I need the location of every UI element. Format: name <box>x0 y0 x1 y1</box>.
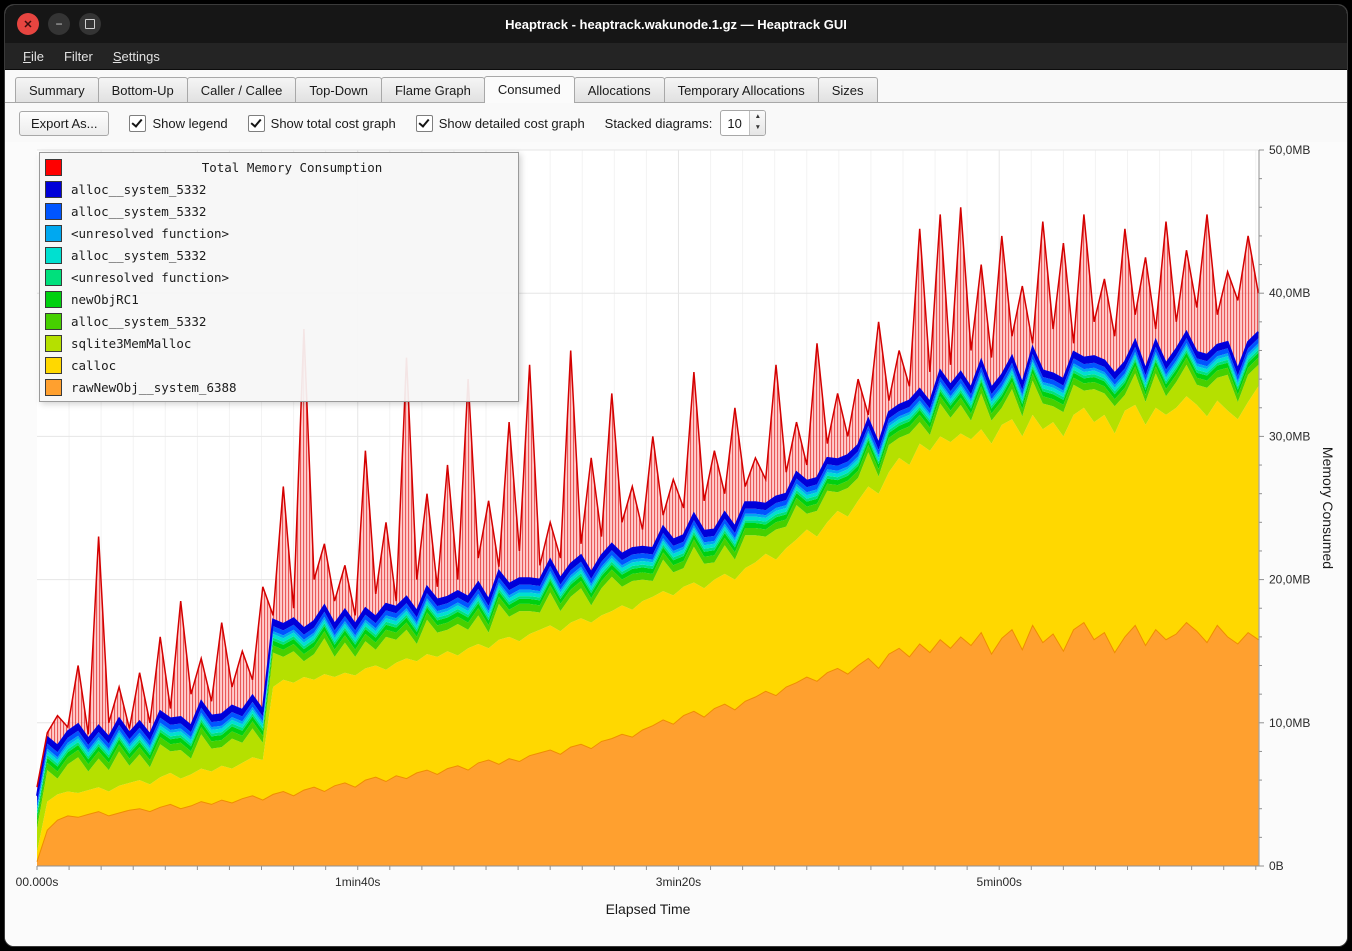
legend-item: alloc__system_5332 <box>45 244 513 266</box>
menu-filter[interactable]: Filter <box>63 48 93 64</box>
window-controls: ✕ − <box>17 5 101 43</box>
checkbox-group: Show legend Show total cost graph Show det… <box>129 114 585 132</box>
tab-temporary-allocations[interactable]: Temporary Allocations <box>663 77 819 102</box>
legend-item: <unresolved function> <box>45 266 513 288</box>
svg-text:3min20s: 3min20s <box>656 875 701 889</box>
tab-summary[interactable]: Summary <box>15 77 99 102</box>
checkbox-label: Show legend <box>152 115 228 131</box>
checkbox-label: Show total cost graph <box>270 115 396 131</box>
checkbox-show-legend[interactable]: Show legend <box>129 114 228 132</box>
svg-text:Memory Consumed: Memory Consumed <box>1320 447 1336 569</box>
spin-down-button[interactable]: ▼ <box>754 124 762 131</box>
tab-consumed[interactable]: Consumed <box>483 76 575 103</box>
legend-item: alloc__system_5332 <box>45 200 513 222</box>
legend-swatch <box>45 202 62 220</box>
legend-item: newObjRC1 <box>45 288 513 310</box>
legend-item: alloc__system_5332 <box>45 310 513 332</box>
legend-title: Total Memory Consumption <box>201 159 383 175</box>
toolbar: Export As... Show legend Show total cost … <box>5 103 1347 142</box>
minimize-button[interactable]: − <box>48 13 70 35</box>
memory-consumption-chart[interactable]: 00.000s 1min40s 3min20s 5min00s 0B 10,0MB 20,0… <box>9 142 1345 946</box>
checkbox-show-total-cost-graph[interactable]: Show total cost graph <box>247 114 396 132</box>
legend-label: alloc__system_5332 <box>71 203 207 219</box>
minimize-icon: − <box>55 17 63 31</box>
legend-swatch <box>45 334 62 352</box>
checkbox-show-detailed-cost-graph[interactable]: Show detailed cost graph <box>415 114 585 132</box>
legend-label: rawNewObj__system_6388 <box>71 379 237 395</box>
stacked-diagrams-group: Stacked diagrams: 10 ▲ ▼ <box>605 110 767 136</box>
legend-label: alloc__system_5332 <box>71 181 207 197</box>
titlebar[interactable]: ✕ − Heaptrack - heaptrack.wakunode.1.gz … <box>5 5 1347 43</box>
legend-label: sqlite3MemMalloc <box>71 335 192 351</box>
legend-swatch <box>45 224 62 242</box>
legend-label: alloc__system_5332 <box>71 313 207 329</box>
legend-header: Total Memory Consumption <box>45 156 513 178</box>
legend-swatch <box>45 246 62 264</box>
chart-area: 00.000s 1min40s 3min20s 5min00s 0B 10,0MB 20,0… <box>5 142 1347 946</box>
legend-item: calloc <box>45 354 513 376</box>
svg-text:0B: 0B <box>1269 859 1284 873</box>
legend-swatch <box>45 158 62 176</box>
legend-swatch <box>45 290 62 308</box>
svg-text:00.000s: 00.000s <box>16 875 59 889</box>
close-icon: ✕ <box>23 18 33 31</box>
legend-item: alloc__system_5332 <box>45 178 513 200</box>
maximize-button[interactable] <box>79 13 101 35</box>
legend-swatch <box>45 378 62 396</box>
legend-label: <unresolved function> <box>71 269 230 285</box>
svg-text:Elapsed Time: Elapsed Time <box>606 901 691 917</box>
legend-item: <unresolved function> <box>45 222 513 244</box>
svg-text:5min00s: 5min00s <box>977 875 1022 889</box>
svg-text:10,0MB: 10,0MB <box>1269 716 1310 730</box>
maximize-icon <box>85 19 95 29</box>
legend-label: alloc__system_5332 <box>71 247 207 263</box>
export-as-button[interactable]: Export As... <box>19 110 110 136</box>
legend-swatch <box>45 268 62 286</box>
legend-item: rawNewObj__system_6388 <box>45 376 513 398</box>
legend-item: sqlite3MemMalloc <box>45 332 513 354</box>
legend-swatch <box>45 312 62 330</box>
legend-label: newObjRC1 <box>71 291 139 307</box>
stacked-diagrams-label: Stacked diagrams: <box>604 115 713 131</box>
svg-text:40,0MB: 40,0MB <box>1269 286 1310 300</box>
legend-label: calloc <box>71 357 117 373</box>
spin-buttons: ▲ ▼ <box>749 111 766 135</box>
stacked-diagrams-value: 10 <box>727 115 742 131</box>
check-icon <box>129 114 147 132</box>
svg-text:30,0MB: 30,0MB <box>1269 429 1310 443</box>
tab-flame-graph[interactable]: Flame Graph <box>380 77 485 102</box>
svg-text:20,0MB: 20,0MB <box>1269 573 1310 587</box>
close-button[interactable]: ✕ <box>17 13 39 35</box>
app-window: ✕ − Heaptrack - heaptrack.wakunode.1.gz … <box>4 4 1348 947</box>
legend-swatch <box>45 356 62 374</box>
tab-caller-callee[interactable]: Caller / Callee <box>186 77 297 102</box>
spin-up-button[interactable]: ▲ <box>754 113 762 120</box>
tab-bar: Summary Bottom-Up Caller / Callee Top-Down F… <box>5 70 1347 103</box>
stacked-diagrams-spinbox[interactable]: 10 ▲ ▼ <box>720 110 767 136</box>
svg-text:1min40s: 1min40s <box>335 875 380 889</box>
checkbox-label: Show detailed cost graph <box>438 115 585 131</box>
chart-legend: Total Memory Consumption alloc__system_53… <box>39 152 519 402</box>
tab-bottom-up[interactable]: Bottom-Up <box>97 77 188 102</box>
tab-allocations[interactable]: Allocations <box>573 77 665 102</box>
check-icon <box>415 114 433 132</box>
tab-top-down[interactable]: Top-Down <box>295 77 382 102</box>
legend-label: <unresolved function> <box>71 225 230 241</box>
check-icon <box>247 114 265 132</box>
window-title: Heaptrack - heaptrack.wakunode.1.gz — He… <box>505 16 847 32</box>
tab-sizes[interactable]: Sizes <box>817 77 878 102</box>
legend-swatch <box>45 180 62 198</box>
svg-text:50,0MB: 50,0MB <box>1269 143 1310 157</box>
